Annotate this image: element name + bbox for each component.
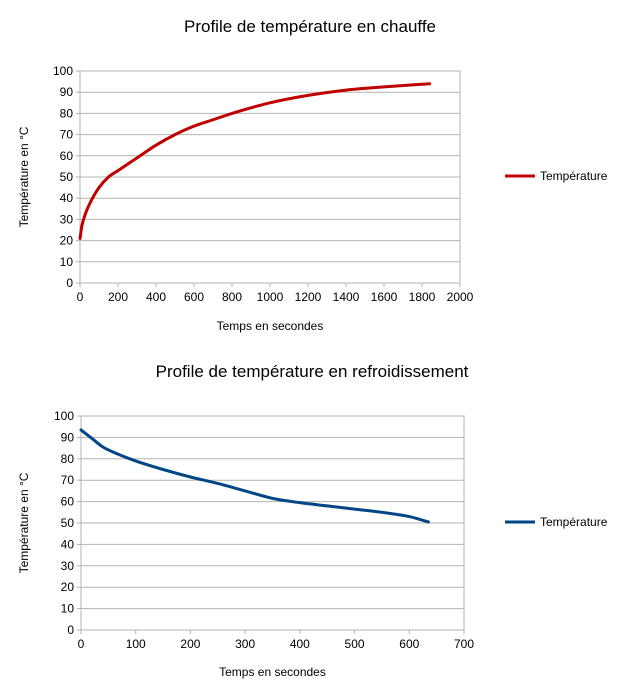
x-tick-label: 500 (345, 637, 365, 651)
x-axis-label: Temps en secondes (219, 665, 326, 679)
y-tick-label: 40 (60, 191, 74, 205)
heating-chart-svg: Profile de température en chauffe 0 10 20 30… (17, 17, 608, 333)
x-tick-label: 1000 (257, 290, 284, 304)
y-tick-label: 90 (61, 430, 75, 444)
x-tick-label: 1800 (409, 290, 436, 304)
x-tick-label: 1600 (371, 290, 398, 304)
plot-area (79, 70, 461, 284)
x-tick-label: 300 (235, 637, 255, 651)
x-tick-label: 0 (77, 290, 84, 304)
cooling-chart-svg: Profile de température en refroidissemen… (17, 362, 608, 679)
y-tick-label: 20 (61, 580, 75, 594)
y-tick-label: 60 (61, 495, 75, 509)
y-tick-label: 40 (61, 537, 75, 551)
x-tick-label: 100 (126, 637, 146, 651)
y-tick-label: 100 (54, 409, 74, 423)
y-tick-label: 70 (60, 128, 74, 142)
y-tick-label: 30 (60, 212, 74, 226)
x-tick-label: 600 (184, 290, 204, 304)
x-tick-label: 600 (399, 637, 419, 651)
chart-title: Profile de température en refroidissemen… (156, 362, 469, 381)
plot-area (80, 415, 465, 631)
cooling-chart: Profile de température en refroidissemen… (0, 345, 624, 698)
x-tick-label: 200 (108, 290, 128, 304)
series-line (79, 428, 430, 524)
y-tick-label: 50 (60, 170, 74, 184)
x-tick-label: 1400 (333, 290, 360, 304)
x-tick-label: 1200 (295, 290, 322, 304)
y-tick-label: 0 (67, 623, 74, 637)
y-axis-label: Température en °C (17, 472, 31, 573)
y-axis-label: Température en °C (17, 126, 31, 227)
y-tick-label: 70 (61, 473, 75, 487)
legend-label: Température (540, 515, 608, 529)
series-line (78, 82, 432, 240)
y-tick-label: 20 (60, 234, 74, 248)
y-tick-label: 80 (61, 452, 75, 466)
x-tick-label: 0 (78, 637, 85, 651)
y-tick-label: 0 (66, 276, 73, 290)
chart-title: Profile de température en chauffe (184, 17, 436, 36)
x-axis-label: Temps en secondes (217, 319, 324, 333)
y-tick-label: 100 (53, 64, 73, 78)
y-tick-label: 90 (60, 85, 74, 99)
y-tick-label: 50 (61, 516, 75, 530)
x-tick-label: 200 (180, 637, 200, 651)
y-tick-label: 80 (60, 106, 74, 120)
x-tick-label: 2000 (447, 290, 474, 304)
y-tick-label: 30 (61, 559, 75, 573)
y-tick-label: 60 (60, 149, 74, 163)
y-tick-label: 10 (61, 602, 75, 616)
x-tick-label: 800 (222, 290, 242, 304)
heating-chart: Profile de température en chauffe 0 10 20 30… (0, 0, 624, 340)
x-tick-label: 400 (146, 290, 166, 304)
x-tick-label: 400 (290, 637, 310, 651)
legend-label: Température (540, 169, 608, 183)
y-tick-label: 10 (60, 255, 74, 269)
x-tick-label: 700 (454, 637, 474, 651)
